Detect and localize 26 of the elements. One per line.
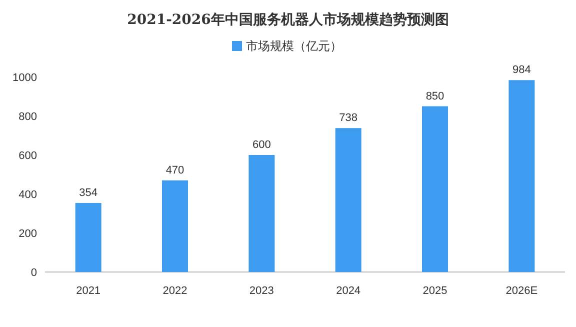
y-tick-label: 400: [18, 189, 37, 201]
bar: [162, 180, 188, 272]
legend-label: 市场规模（亿元）: [246, 39, 342, 53]
x-tick-label: 2021: [76, 285, 101, 297]
x-tick-label: 2026E: [506, 285, 538, 297]
y-tick-label: 200: [18, 228, 37, 240]
data-label: 354: [79, 186, 98, 199]
bar: [75, 202, 102, 272]
chart-title: 2021-2026年中国服务机器人市场规模趋势预测图: [127, 11, 449, 28]
data-label: 850: [426, 90, 444, 102]
bar: [248, 155, 275, 272]
y-tick-label: 0: [30, 267, 37, 279]
x-tick-label: 2024: [336, 285, 361, 297]
data-label: 470: [166, 164, 184, 176]
x-tick-label: 2023: [249, 285, 274, 297]
data-label: 600: [252, 139, 271, 151]
bar: [508, 80, 535, 272]
data-label: 738: [339, 112, 358, 124]
bar: [422, 106, 448, 272]
bar: [335, 128, 362, 272]
x-tick-label: 2025: [422, 285, 448, 297]
data-label: 984: [512, 64, 531, 76]
y-tick-label: 600: [18, 150, 37, 162]
y-tick-label: 800: [18, 111, 37, 123]
x-tick-label: 2022: [162, 285, 188, 297]
y-tick-label: 1000: [12, 72, 37, 84]
